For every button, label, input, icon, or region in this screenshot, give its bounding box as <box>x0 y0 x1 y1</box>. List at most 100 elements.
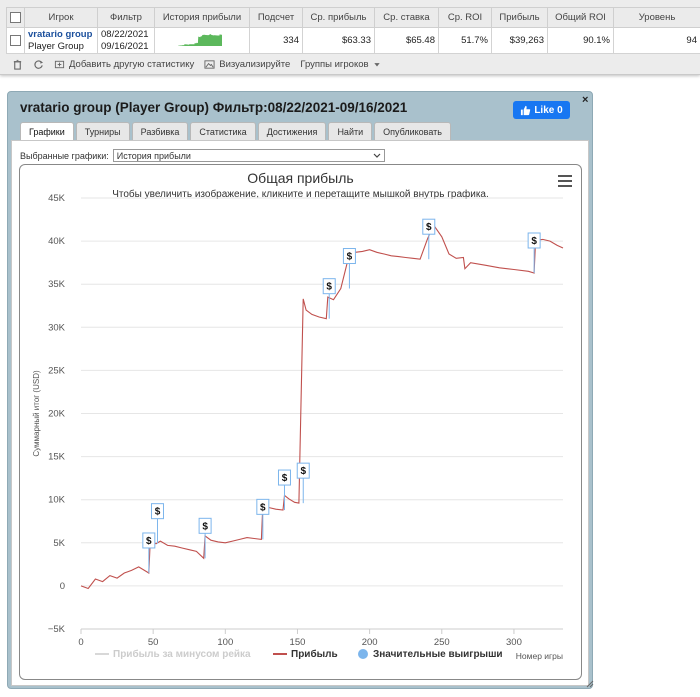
chevron-down-icon <box>373 62 380 66</box>
visualize-label: Визуализируйте <box>219 58 291 70</box>
avg-roi-cell: 51.7% <box>438 27 492 54</box>
row-checkbox[interactable] <box>10 34 21 46</box>
x-tick-label: 250 <box>434 637 450 648</box>
y-tick-label: 20K <box>48 409 66 420</box>
panel-title: vratario group (Player Group) Фильтр:08/… <box>20 100 408 115</box>
tab-4[interactable]: Достижения <box>257 122 327 140</box>
legend-label-net[interactable]: Прибыль за минусом рейка <box>113 648 251 660</box>
visualize-button[interactable]: Визуализируйте <box>204 59 290 70</box>
add-stat-label: Добавить другую статистику <box>69 58 195 70</box>
y-tick-label: −5K <box>48 624 66 635</box>
col-header-profit[interactable]: Прибыль <box>491 7 548 28</box>
x-axis-label: Номер игры <box>516 651 563 661</box>
chart-select[interactable]: История прибыли <box>112 149 385 162</box>
col-header-count[interactable]: Подсчет <box>249 7 303 28</box>
x-tick-label: 200 <box>362 637 378 648</box>
y-tick-label: 0 <box>60 581 65 592</box>
big-win-flag-label: $ <box>347 252 353 263</box>
big-win-flag[interactable] <box>142 532 156 549</box>
close-button[interactable]: × <box>582 94 589 106</box>
profit-chart[interactable]: Общая прибыль Чтобы увеличить изображени… <box>19 164 582 680</box>
stats-table: Игрок Фильтр История прибыли Подсчет Ср.… <box>6 7 700 54</box>
facebook-like-button[interactable]: Like 0 <box>513 101 570 119</box>
col-header-player[interactable]: Игрок <box>24 7 98 28</box>
big-win-flag-label: $ <box>531 236 537 247</box>
col-header-avg-roi[interactable]: Ср. ROI <box>438 7 492 28</box>
col-header-avg-stake[interactable]: Ср. ставка <box>374 7 439 28</box>
big-win-flag-label: $ <box>146 536 152 547</box>
player-groups-label: Группы игроков <box>300 58 369 70</box>
legend-label-wins[interactable]: Значительные выигрыши <box>373 649 503 660</box>
stats-toolbar: Добавить другую статистику Визуализируйт… <box>12 57 381 71</box>
col-header-total-roi[interactable]: Общий ROI <box>547 7 614 28</box>
add-stat-button[interactable]: Добавить другую статистику <box>54 59 194 70</box>
sparkline-area <box>178 34 222 46</box>
col-header-level[interactable]: Уровень <box>613 7 700 28</box>
y-tick-label: 15K <box>48 452 66 463</box>
y-axis-label: Суммарный итог (USD) <box>32 370 41 457</box>
stats-panel: Игрок Фильтр История прибыли Подсчет Ср.… <box>0 0 700 75</box>
delete-button[interactable] <box>12 59 23 70</box>
avg-stake-cell: $65.48 <box>374 27 439 54</box>
big-win-flag[interactable] <box>322 278 336 295</box>
row-select-cell[interactable] <box>6 27 25 54</box>
tab-6[interactable]: Опубликовать <box>374 122 451 140</box>
date-from: 08/22/2021 <box>101 28 149 40</box>
chart-select-value: История прибыли <box>116 150 191 161</box>
tab-5[interactable]: Найти <box>328 122 373 140</box>
total-roi-cell: 90.1% <box>547 27 614 54</box>
tab-content: Выбранные графики: История прибыли Общая… <box>11 140 589 686</box>
like-label: Like 0 <box>534 104 563 116</box>
resize-handle-icon[interactable] <box>586 680 594 688</box>
big-win-flag[interactable] <box>296 462 310 479</box>
count-cell: 334 <box>249 27 303 54</box>
x-tick-label: 50 <box>148 637 159 648</box>
big-win-flag[interactable] <box>422 218 436 235</box>
col-header-profit-history[interactable]: История прибыли <box>154 7 250 28</box>
chart-menu-icon[interactable] <box>558 175 572 187</box>
chart-selector: Выбранные графики: История прибыли <box>20 149 385 162</box>
profit-series-line[interactable] <box>80 225 564 590</box>
profit-sparkline[interactable] <box>158 30 224 48</box>
player-panel: vratario group (Player Group) Фильтр:08/… <box>7 91 594 689</box>
player-cell: vratario group Player Group <box>24 27 98 54</box>
chart-subtitle: Чтобы увеличить изображение, кликните и … <box>112 189 489 200</box>
tab-1[interactable]: Турниры <box>75 122 130 140</box>
chevron-down-icon <box>373 153 381 158</box>
big-win-flag[interactable] <box>527 232 541 249</box>
big-win-flag-label: $ <box>260 502 266 513</box>
tab-bar: Графики Турниры Разбивка Статистика Достижен… <box>20 122 451 140</box>
image-icon <box>204 59 215 69</box>
refresh-button[interactable] <box>33 59 44 70</box>
select-all-header[interactable] <box>6 7 25 28</box>
legend-label-profit[interactable]: Прибыль <box>291 648 338 660</box>
big-win-flag[interactable] <box>277 469 291 486</box>
sparkline-cell[interactable] <box>154 27 250 54</box>
big-win-flag[interactable] <box>342 248 356 265</box>
col-header-filter[interactable]: Фильтр <box>97 7 155 28</box>
big-win-flag[interactable] <box>256 498 270 515</box>
big-win-flag-label: $ <box>426 222 432 233</box>
stats-header-row: Игрок Фильтр История прибыли Подсчет Ср.… <box>6 7 700 28</box>
big-win-flag[interactable] <box>198 517 212 534</box>
date-to: 09/16/2021 <box>101 40 149 52</box>
select-all-checkbox[interactable] <box>10 11 21 23</box>
player-name-link[interactable]: vratario group <box>28 28 93 40</box>
chart-svg[interactable]: −5K 0 5K 10K 15K 20K 25K 30K 35K 40K 45K 0 50 100 150 2… <box>20 165 583 681</box>
player-groups-dropdown[interactable]: Группы игроков <box>300 59 380 70</box>
trash-icon <box>13 59 22 70</box>
avg-profit-cell: $63.33 <box>302 27 375 54</box>
x-tick-label: 0 <box>78 637 83 648</box>
col-header-avg-profit[interactable]: Ср. прибыль <box>302 7 375 28</box>
big-win-flag[interactable] <box>150 503 164 520</box>
thumbs-up-icon <box>521 105 531 115</box>
tab-0[interactable]: Графики <box>20 122 74 140</box>
tab-3[interactable]: Статистика <box>190 122 256 140</box>
y-tick-label: 35K <box>48 279 66 290</box>
filter-cell: 08/22/2021 09/16/2021 <box>97 27 155 54</box>
refresh-icon <box>34 59 44 69</box>
y-tick-label: 5K <box>53 538 65 549</box>
x-tick-label: 300 <box>506 637 522 648</box>
tab-2[interactable]: Разбивка <box>131 122 189 140</box>
big-win-flag-label: $ <box>282 473 288 484</box>
